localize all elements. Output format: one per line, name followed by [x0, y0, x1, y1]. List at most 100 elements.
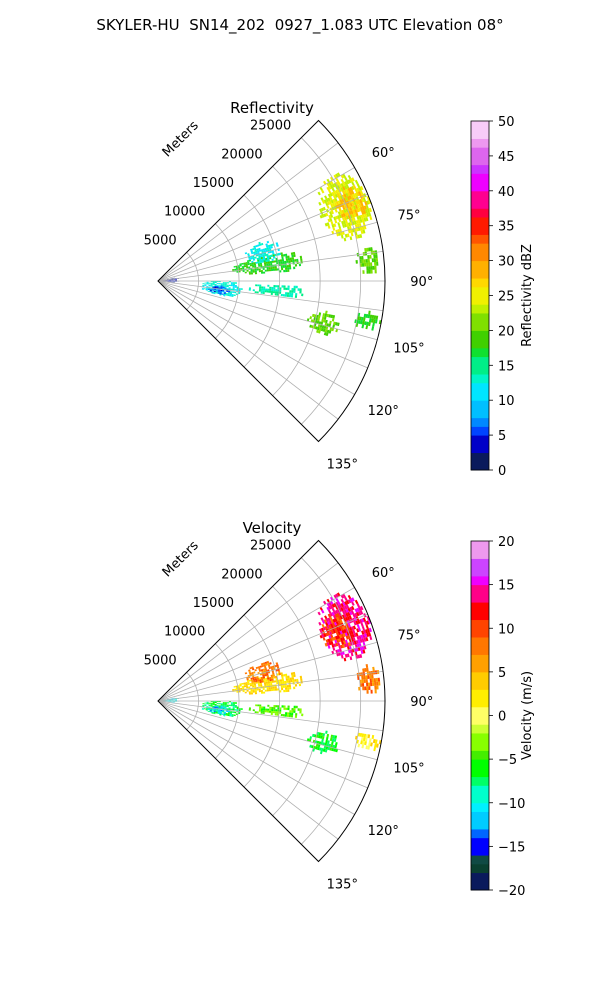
- echo-cell: [266, 660, 270, 664]
- echo-cell: [263, 262, 267, 265]
- echo-cell: [356, 204, 360, 209]
- echo-cell: [250, 248, 253, 251]
- echo-cell: [248, 287, 251, 290]
- echo-cell: [358, 186, 362, 192]
- colorbar-segment: [471, 243, 489, 253]
- echo-cell: [230, 283, 233, 285]
- echo-cell: [325, 310, 328, 314]
- echo-cell: [255, 261, 258, 264]
- echo-cell: [264, 665, 267, 669]
- echo-cell: [294, 715, 298, 718]
- echo-cell: [252, 678, 256, 681]
- echo-cell: [218, 285, 221, 287]
- echo-cell: [347, 611, 351, 617]
- echo-cell: [285, 687, 288, 690]
- echo-cell: [172, 699, 175, 700]
- echo-cell: [266, 710, 269, 713]
- echo-cell: [268, 666, 271, 670]
- azimuth-gridline: [157, 250, 384, 282]
- echo-cell: [367, 675, 370, 679]
- echo-cell: [212, 283, 215, 285]
- echo-cell: [258, 709, 261, 712]
- echo-cell: [284, 260, 287, 264]
- echo-cell: [365, 675, 368, 680]
- echo-cell: [344, 596, 348, 602]
- echo-cell: [270, 266, 273, 270]
- colorbar-segment: [471, 863, 489, 874]
- echo-cell: [319, 208, 323, 213]
- echo-cell: [281, 267, 284, 271]
- echo-cell: [269, 679, 272, 682]
- colorbar-segment: [471, 680, 489, 690]
- echo-cell: [287, 687, 290, 690]
- echo-cell: [219, 291, 222, 294]
- colorbar-segment: [471, 619, 489, 629]
- echo-cell: [218, 286, 221, 288]
- echo-cell: [223, 714, 226, 717]
- echo-cell: [376, 743, 379, 748]
- echo-cell: [224, 288, 227, 290]
- echo-cell: [285, 269, 288, 273]
- colorbar-segment: [471, 689, 489, 699]
- echo-cell: [261, 678, 264, 681]
- echo-cell: [210, 705, 213, 707]
- echo-cell: [222, 702, 225, 704]
- echo-cell: [210, 704, 213, 706]
- echo-cell: [216, 287, 219, 289]
- echo-cell: [288, 260, 291, 263]
- echo-cell: [209, 709, 212, 711]
- echo-cell: [327, 645, 331, 649]
- colorbar-segment: [471, 234, 489, 244]
- echo-cell: [326, 178, 330, 183]
- echo-cell: [175, 279, 177, 280]
- echo-cell: [347, 187, 351, 192]
- echo-cell: [335, 632, 339, 636]
- colorbar-segment: [471, 636, 489, 647]
- echo-cell: [208, 702, 211, 704]
- echo-cell: [205, 288, 208, 290]
- echo-cell: [318, 747, 322, 751]
- echo-cell: [342, 610, 346, 615]
- echo-cell: [330, 641, 334, 645]
- echo-cell: [226, 708, 229, 710]
- echo-cell: [327, 746, 331, 751]
- echo-cell: [263, 286, 266, 289]
- echo-cell: [261, 271, 264, 274]
- echo-cell: [259, 260, 262, 264]
- echo-cell: [356, 624, 360, 629]
- echo-cell: [329, 184, 334, 189]
- echo-cell: [347, 599, 352, 604]
- echo-cell: [296, 258, 299, 262]
- echo-cell: [368, 738, 372, 743]
- azimuth-gridline: [157, 280, 339, 420]
- echo-cell: [206, 283, 209, 285]
- echo-cell: [254, 669, 257, 672]
- echo-cell: [277, 709, 280, 712]
- echo-cell: [332, 647, 336, 651]
- echo-cell: [283, 707, 286, 710]
- echo-cell: [367, 734, 371, 739]
- echo-cell: [337, 635, 341, 639]
- echo-cell: [212, 282, 215, 284]
- echo-cell: [322, 742, 326, 746]
- echo-cell: [356, 192, 360, 197]
- echo-cell: [340, 213, 344, 218]
- polar-panel-velocity: 60°75°90°105°120°135°5000100001500020000…: [144, 519, 535, 899]
- echo-cell: [224, 286, 227, 289]
- echo-cell: [337, 600, 341, 605]
- echo-cell: [249, 684, 253, 687]
- echo-cell: [269, 680, 273, 684]
- echo-cell: [208, 284, 211, 286]
- echo-cell: [350, 610, 355, 615]
- echo-cell: [292, 671, 296, 675]
- echo-cell: [262, 662, 266, 665]
- echo-cell: [175, 699, 177, 700]
- echo-cell: [366, 321, 369, 326]
- echo-cell: [335, 609, 339, 614]
- echo-cell: [258, 684, 261, 687]
- echo-cell: [266, 253, 269, 256]
- echo-cell: [273, 705, 276, 708]
- echo-cell: [250, 692, 253, 695]
- echo-cell: [257, 259, 260, 262]
- echo-cell: [344, 632, 348, 637]
